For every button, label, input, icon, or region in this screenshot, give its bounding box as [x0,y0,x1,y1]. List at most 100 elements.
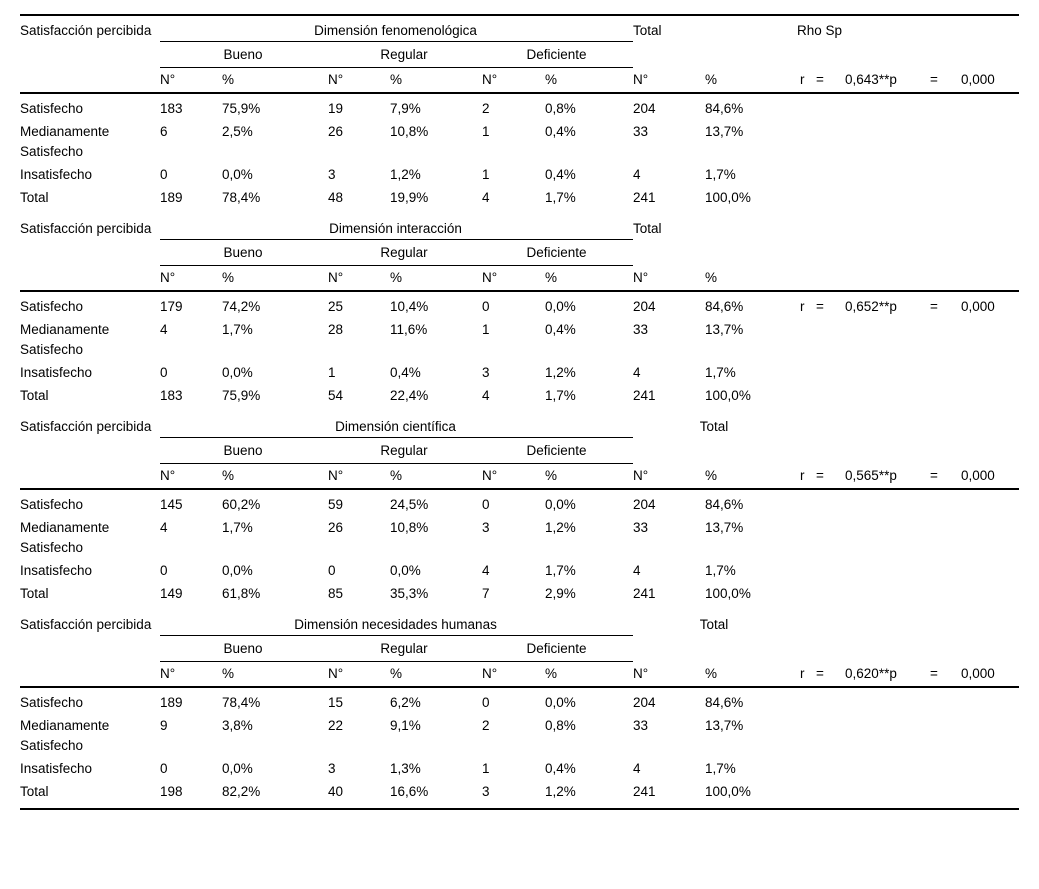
cell-value: 241 [633,190,656,205]
cell-value: 4 [633,365,641,380]
cell-value: 4 [633,563,641,578]
total-label: Total [633,221,662,236]
cell-value: 3 [328,761,336,776]
group-header-regular: Regular [328,635,482,662]
row-label: Satisfecho [20,299,84,314]
col-header-n: N° [633,665,649,681]
cell-value: 28 [328,322,344,337]
col-header-pct: % [390,270,403,285]
cell-value: 84,6% [705,101,744,116]
col-header-n: N° [482,270,498,285]
rho-eq: = [930,299,938,314]
cell-value: 189 [160,695,183,710]
col-header-pct: % [390,468,403,483]
section-1-body: Satisfecho 183 75,9% 19 7,9% 2 0,8% 204 84,6% Med… [20,93,1019,214]
col-header-n: N° [482,468,498,483]
cell-value: 25 [328,299,344,314]
col-header-n: N° [633,467,649,483]
cell-value: 78,4% [222,190,261,205]
rho-cell [797,687,1019,715]
rho-cell [797,187,1019,215]
dimension-title: Dimensión fenomenológica [160,15,634,42]
dimension-title: Dimensión interacción [160,214,634,240]
rho-statistic: r = 0,643**p = 0,000 [797,70,1017,90]
col-header-pct: % [545,72,558,87]
rho-eq: = [930,71,938,87]
section-3-colhead-row: N° % N° % N° % N° % r = 0,565**p = 0,000 [20,464,1019,490]
group-header-regular: Regular [328,239,482,266]
spacer-cell [633,42,797,68]
spacer-cell [797,214,1019,240]
rho-cell: r = 0,643**p = 0,000 [797,68,1019,94]
rho-eq: = [816,299,824,314]
cell-value: 198 [160,784,183,799]
rho-value: 0,620**p [845,665,897,681]
row-label: Insatisfecho [20,167,93,182]
cell-value: 3 [482,365,490,380]
cell-value: 0,0% [545,497,576,512]
rho-cell [797,319,1019,362]
cell-value: 13,7% [705,322,744,337]
table-row: Satisfecho 183 75,9% 19 7,9% 2 0,8% 204 84,6% [20,93,1019,121]
rho-cell: r = 0,565**p = 0,000 [797,464,1019,490]
cell-value: 85 [328,586,344,601]
cell-value: 100,0% [705,388,751,403]
table-row: Insatisfecho 0 0,0% 1 0,4% 3 1,2% 4 1,7% [20,362,1019,385]
cell-value: 26 [328,520,344,535]
row-label: Satisfecho [20,497,84,512]
cell-value: 145 [160,497,183,512]
cell-value: 0,0% [390,563,421,578]
spacer-cell [797,42,1019,68]
cell-value: 7,9% [390,101,421,116]
cell-value: 1,2% [545,365,576,380]
rho-cell [797,266,1019,292]
cell-value: 4 [633,761,641,776]
col-header-n: N° [328,666,344,681]
section-4-body: Satisfecho 189 78,4% 15 6,2% 0 0,0% 204 84,6% Med… [20,687,1019,809]
col-header-pct: % [545,666,558,681]
cell-value: 54 [328,388,344,403]
rho-p-value: 0,000 [961,299,995,314]
cell-value: 9,1% [390,718,421,733]
cell-value: 1 [482,761,490,776]
table-row: Insatisfecho 0 0,0% 3 1,3% 1 0,4% 4 1,7% [20,758,1019,781]
cell-value: 1,7% [545,388,576,403]
section-4-group-row: Bueno Regular Deficiente [20,635,1019,662]
cell-value: 22 [328,718,344,733]
dimension-title: Dimensión necesidades humanas [160,610,634,636]
cell-value: 22,4% [390,388,429,403]
spacer-cell [797,636,1019,662]
cell-value: 48 [328,190,344,205]
cell-value: 0,0% [222,563,253,578]
cell-value: 19 [328,101,344,116]
table-row: Insatisfecho 0 0,0% 3 1,2% 1 0,4% 4 1,7% [20,164,1019,187]
cell-value: 33 [633,718,649,733]
cell-value: 0,4% [545,761,576,776]
cell-value: 4 [482,388,490,403]
col-header-pct: % [705,269,718,285]
table-row: Satisfecho 189 78,4% 15 6,2% 0 0,0% 204 84,6% [20,687,1019,715]
row-label: Satisfecho [20,695,84,710]
table-row: Total 183 75,9% 54 22,4% 4 1,7% 241 100,0% [20,385,1019,413]
cell-value: 1 [482,167,490,182]
cell-value: 59 [328,497,344,512]
cell-value: 100,0% [705,784,751,799]
rho-cell: r = 0,620**p = 0,000 [797,662,1019,688]
col-header-n: N° [482,72,498,87]
cell-value: 7 [482,586,490,601]
rho-statistic: r = 0,620**p = 0,000 [797,664,1017,684]
rho-r: r [800,71,805,87]
cell-value: 75,9% [222,388,261,403]
table-row: Total 189 78,4% 48 19,9% 4 1,7% 241 100,0% [20,187,1019,215]
cell-value: 61,8% [222,586,261,601]
rho-eq: = [930,467,938,483]
cell-value: 0,4% [545,124,576,139]
cell-value: 13,7% [705,718,744,733]
rho-p-value: 0,000 [961,665,995,681]
rho-value: 0,643**p [845,71,897,87]
cell-value: 4 [482,563,490,578]
row-label: Medianamente Satisfecho [20,124,110,159]
cell-value: 10,4% [390,299,429,314]
cell-value: 24,5% [390,497,429,512]
section-4-header: Satisfacción percibida Dimensión necesid… [20,610,1020,688]
